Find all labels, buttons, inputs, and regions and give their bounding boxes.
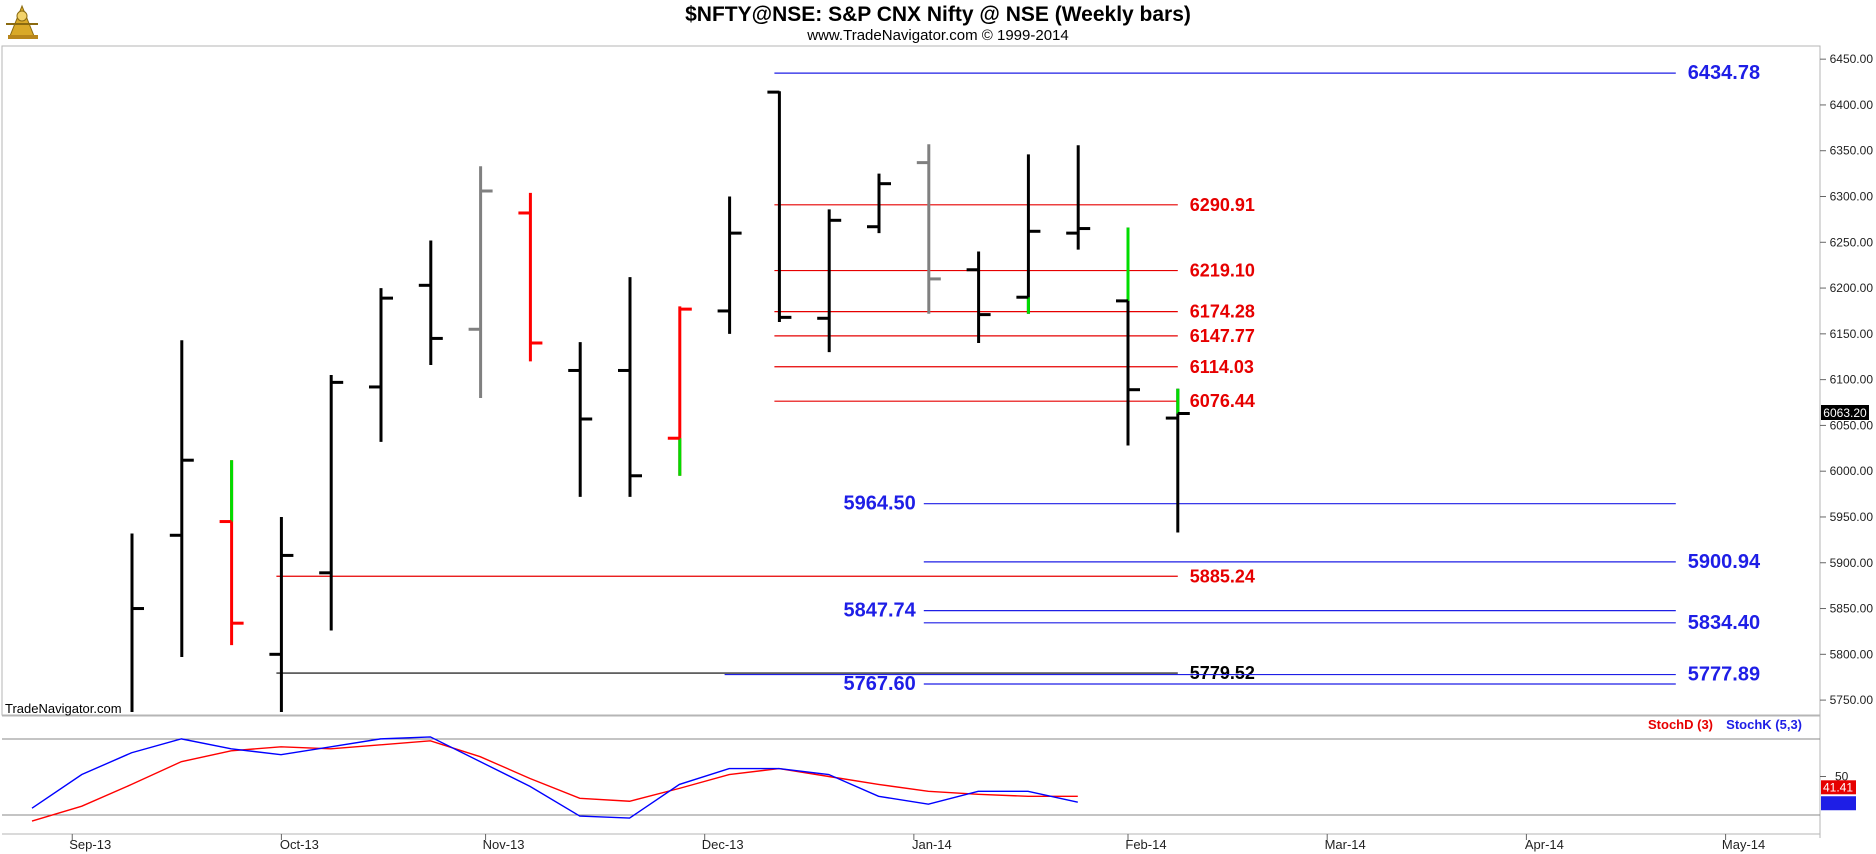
last-price-value: 6063.20 — [1823, 406, 1867, 420]
ohlc-bar — [1116, 227, 1140, 446]
date-tick-label: Feb-14 — [1125, 837, 1166, 852]
level-label: 6290.91 — [1190, 195, 1255, 215]
ohlc-bar — [319, 375, 344, 631]
chart-title: $NFTY@NSE: S&P CNX Nifty @ NSE (Weekly b… — [685, 3, 1191, 26]
price-tick-label: 6000.00 — [1830, 464, 1874, 478]
ohlc-bar — [1066, 145, 1091, 250]
price-tick-label: 6250.00 — [1830, 235, 1874, 249]
price-tick-label: 5850.00 — [1830, 602, 1874, 616]
price-tick-label: 6100.00 — [1830, 373, 1874, 387]
date-tick-label: Mar-14 — [1325, 837, 1366, 852]
ohlc-bar — [667, 306, 692, 476]
level-label: 5900.94 — [1688, 551, 1761, 573]
level-label: 5964.50 — [844, 493, 916, 515]
level-label: 5834.40 — [1688, 612, 1760, 634]
level-label: 5885.24 — [1190, 566, 1255, 586]
level-label: 6147.77 — [1190, 326, 1255, 346]
level-label: 5779.52 — [1190, 663, 1255, 683]
date-tick-label: Dec-13 — [702, 837, 744, 852]
ohlc-bar — [468, 166, 493, 398]
ohlc-bar — [717, 196, 742, 334]
ohlc-bar — [817, 209, 842, 353]
legend-stochk: StochK (5,3) — [1726, 717, 1802, 732]
price-tick-label: 6350.00 — [1830, 144, 1874, 158]
price-tick-label: 6200.00 — [1830, 281, 1874, 295]
ohlc-bar — [1016, 154, 1041, 314]
ohlc-bar — [418, 240, 443, 365]
level-label: 5777.89 — [1688, 664, 1760, 686]
level-label: 6076.44 — [1190, 391, 1255, 411]
level-label: 6114.03 — [1190, 357, 1254, 377]
price-tick-label: 5900.00 — [1830, 556, 1874, 570]
ohlc-bar — [867, 173, 891, 234]
date-axis: Sep-13 Oct-13 Nov-13 Dec-13 Jan-14 Feb-14 Mar-… — [69, 834, 1765, 852]
stoch-tick-label: 50 — [1835, 770, 1849, 784]
last-price-badge: 6063.20 — [1821, 405, 1869, 420]
levels-group: 6434.78 6290.91 6219.10 6174.28 6147.77 6114.… — [276, 62, 1761, 695]
price-axis: 5750.00 5800.00 5850.00 5900.00 5950.00 6000.… — [1820, 52, 1873, 707]
price-tick-label: 6050.00 — [1830, 418, 1874, 432]
level-label: 6434.78 — [1688, 62, 1760, 84]
ohlc-bar — [219, 460, 244, 646]
ohlc-bar — [1165, 388, 1190, 533]
date-tick-label: Nov-13 — [483, 837, 525, 852]
date-tick-label: Jan-14 — [912, 837, 952, 852]
ohlc-bar — [966, 251, 991, 344]
price-tick-label: 6450.00 — [1830, 52, 1874, 66]
stochk-badge — [1821, 796, 1856, 811]
legend-stochd: StochD (3) — [1648, 717, 1713, 732]
ohlc-bar — [518, 192, 543, 362]
price-tick-label: 6300.00 — [1830, 190, 1874, 204]
ohlc-bar — [369, 288, 393, 442]
stochd-badge — [1821, 780, 1856, 795]
price-tick-label: 5950.00 — [1830, 510, 1874, 524]
ohlc-bar — [269, 516, 294, 712]
stochd-badge-value: 41.41 — [1823, 780, 1853, 794]
ohlc-bar — [169, 340, 194, 658]
logo-icon — [6, 4, 38, 39]
level-label: 6174.28 — [1190, 302, 1255, 322]
stoch-line-k — [31, 736, 1078, 819]
ohlc-bar — [767, 90, 792, 322]
stoch-legend: StochD (3) StochK (5,3) — [1648, 717, 1802, 732]
date-tick-label: Oct-13 — [280, 837, 319, 852]
date-tick-label: Sep-13 — [69, 837, 111, 852]
ohlc-bar — [916, 144, 941, 314]
chart-subtitle: www.TradeNavigator.com © 1999-2014 — [806, 27, 1068, 44]
watermark: TradeNavigator.com — [5, 701, 122, 716]
bars-group — [130, 90, 1190, 712]
date-tick-label: Apr-14 — [1525, 837, 1564, 852]
ohlc-bar — [568, 342, 593, 497]
price-tick-label: 6400.00 — [1830, 98, 1874, 112]
price-tick-label: 6150.00 — [1830, 327, 1874, 341]
level-label: 6219.10 — [1190, 261, 1255, 281]
ohlc-bar — [618, 277, 642, 497]
price-tick-label: 5750.00 — [1830, 693, 1874, 707]
stoch-line-d — [31, 740, 1078, 822]
price-tick-label: 5800.00 — [1830, 647, 1874, 661]
ohlc-bar — [130, 533, 144, 712]
level-label: 5767.60 — [844, 673, 916, 695]
date-tick-label: May-14 — [1722, 837, 1765, 852]
level-label: 5847.74 — [844, 600, 917, 622]
